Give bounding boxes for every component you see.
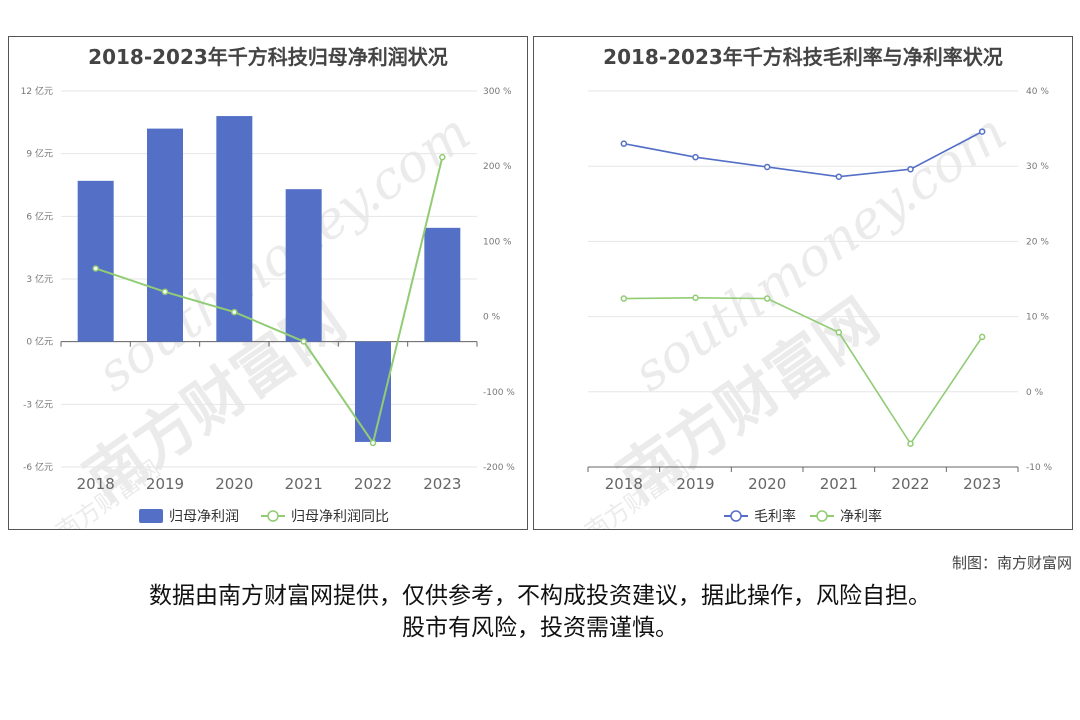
yoy-line bbox=[95, 156, 444, 446]
y-right-tick-label: 100 % bbox=[483, 237, 512, 247]
legend-swatch-marker bbox=[267, 510, 279, 522]
bar-2019 bbox=[147, 128, 183, 342]
x-tick-label: 2022 bbox=[354, 475, 392, 493]
series-1-point-2022 bbox=[907, 440, 914, 447]
yoy-point-2021 bbox=[300, 338, 307, 345]
x-tick-label: 2021 bbox=[820, 475, 858, 493]
x-tick-label: 2019 bbox=[676, 475, 714, 493]
yoy-point-2023 bbox=[439, 153, 446, 161]
series-0-point-2018 bbox=[620, 140, 628, 147]
y-right-tick-label: 10 % bbox=[1026, 313, 1049, 323]
series-line-1 bbox=[623, 296, 983, 446]
y-right-tick-label: 20 % bbox=[1026, 237, 1049, 247]
series-1-point-2019 bbox=[692, 294, 699, 302]
disclaimer: 数据由南方财富网提供，仅供参考，不构成投资建议，据此操作，风险自担。 股市有风险… bbox=[0, 580, 1080, 644]
y-left-tick-label: 0 亿元 bbox=[26, 336, 53, 348]
y-left-tick-label: -6 亿元 bbox=[23, 461, 53, 473]
series-0-point-2022 bbox=[907, 165, 914, 173]
bar-2018 bbox=[77, 180, 114, 342]
series-0-point-2021 bbox=[835, 173, 843, 180]
chart-panel-net-profit: 2018-2023年千方科技归母净利润状况 南方财富网 southmoney.co… bbox=[8, 36, 528, 530]
chart-title: 2018-2023年千方科技归母净利润状况 bbox=[88, 45, 448, 69]
series-line-0 bbox=[623, 130, 983, 178]
yoy-point-2022 bbox=[369, 439, 377, 447]
x-tick-label: 2018 bbox=[77, 475, 115, 493]
y-left-tick-label: 3 亿元 bbox=[26, 273, 53, 285]
x-tick-label: 2020 bbox=[215, 475, 253, 493]
bar-2020 bbox=[216, 116, 253, 342]
legend-swatch-bar bbox=[139, 509, 163, 523]
legend-swatch-marker-0 bbox=[730, 510, 742, 522]
x-tick-label: 2023 bbox=[963, 475, 1001, 493]
y-left-tick-label: -3 亿元 bbox=[23, 398, 53, 410]
series-1-point-2020 bbox=[763, 295, 771, 302]
chart-panel-margins: 2018-2023年千方科技毛利率与净利率状况 南方财富网 southmoney.… bbox=[533, 36, 1073, 530]
series-0-point-2020 bbox=[763, 163, 771, 171]
y-left-tick-label: 12 亿元 bbox=[21, 85, 53, 97]
y-right-tick-label: 30 % bbox=[1026, 162, 1049, 172]
y-right-tick-label: 200 % bbox=[483, 162, 512, 172]
x-tick-label: 2022 bbox=[891, 475, 929, 493]
x-tick-label: 2021 bbox=[285, 475, 323, 493]
legend-swatch-marker-1 bbox=[816, 510, 828, 522]
y-right-tick-label: 0 % bbox=[1026, 388, 1044, 398]
chart-title: 2018-2023年千方科技毛利率与净利率状况 bbox=[603, 45, 1003, 69]
y-right-tick-label: 300 % bbox=[483, 87, 512, 97]
x-tick-label: 2020 bbox=[748, 475, 786, 493]
bar-2023 bbox=[424, 227, 461, 342]
y-right-tick-label: -10 % bbox=[1026, 463, 1053, 473]
series-0-point-2019 bbox=[692, 153, 699, 161]
disclaimer-line-2: 股市有风险，投资需谨慎。 bbox=[402, 615, 678, 641]
series-1-point-2021 bbox=[835, 329, 843, 336]
series-0-point-2023 bbox=[978, 128, 986, 135]
disclaimer-line-1: 数据由南方财富网提供，仅供参考，不构成投资建议，据此操作，风险自担。 bbox=[149, 583, 931, 609]
y-right-tick-label: 0 % bbox=[483, 313, 501, 323]
series-1-point-2023 bbox=[978, 333, 986, 341]
y-right-tick-label: -200 % bbox=[483, 463, 515, 473]
bar-2021 bbox=[285, 189, 322, 342]
yoy-point-2020 bbox=[231, 308, 238, 316]
x-tick-label: 2018 bbox=[605, 475, 643, 493]
chart-credit: 制图：南方财富网 bbox=[951, 554, 1072, 572]
y-left-tick-label: 9 亿元 bbox=[26, 148, 53, 160]
y-right-tick-label: -100 % bbox=[483, 388, 515, 398]
yoy-point-2019 bbox=[161, 288, 169, 296]
x-tick-label: 2019 bbox=[146, 475, 184, 493]
y-left-tick-label: 6 亿元 bbox=[26, 210, 53, 222]
legend-label-net-profit: 归母净利润 bbox=[169, 508, 239, 525]
yoy-point-2018 bbox=[92, 265, 99, 272]
legend-label-0: 毛利率 bbox=[754, 508, 796, 525]
legend-label-yoy: 归母净利润同比 bbox=[291, 508, 389, 525]
legend-label-1: 净利率 bbox=[840, 508, 882, 525]
y-right-tick-label: 40 % bbox=[1026, 87, 1049, 97]
x-tick-label: 2023 bbox=[423, 475, 461, 493]
series-1-point-2018 bbox=[620, 295, 628, 302]
